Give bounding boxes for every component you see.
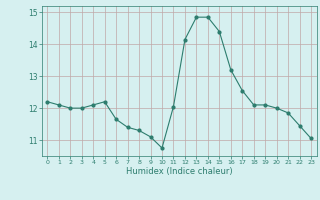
X-axis label: Humidex (Indice chaleur): Humidex (Indice chaleur) [126,167,233,176]
